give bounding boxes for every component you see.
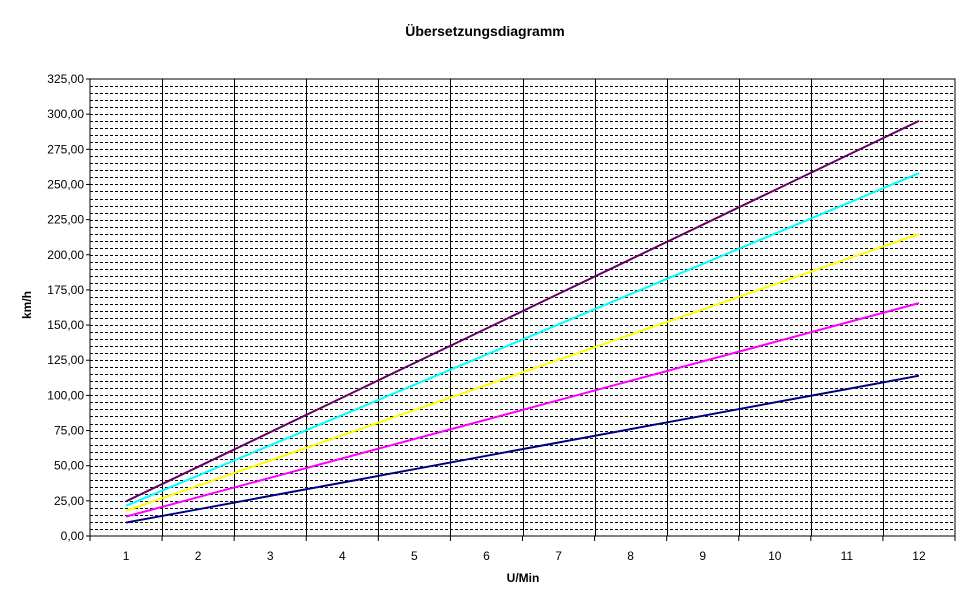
x-tick-label: 1 <box>123 549 130 563</box>
y-tick-label: 150,00 <box>47 318 84 332</box>
x-tick-label: 5 <box>411 549 418 563</box>
series-lines <box>125 119 920 524</box>
series-line-1 <box>125 119 920 503</box>
series-line-3 <box>125 233 920 512</box>
y-axis-ticks: 0,00 25,00 50,00 75,00 100,00 125,00 150,00 175… <box>47 72 90 543</box>
y-tick-label: 300,00 <box>47 107 84 121</box>
chart-title: Übersetzungsdiagramm <box>405 23 564 39</box>
x-tick-label: 6 <box>483 549 490 563</box>
y-tick-label: 0,00 <box>61 529 85 543</box>
vertical-gridlines <box>162 79 884 536</box>
x-tick-label: 8 <box>627 549 634 563</box>
series-line-2 <box>125 172 920 507</box>
y-tick-label: 75,00 <box>54 424 84 438</box>
series-line-4 <box>125 302 920 518</box>
x-tick-label: 7 <box>555 549 562 563</box>
x-tick-label: 10 <box>768 549 782 563</box>
y-tick-label: 175,00 <box>47 283 84 297</box>
x-tick-label: 4 <box>339 549 346 563</box>
x-tick-label: 11 <box>841 549 854 563</box>
series-line-5 <box>125 374 920 524</box>
y-tick-label: 100,00 <box>47 388 84 402</box>
x-axis-ticks: 1 2 3 4 5 6 7 8 9 10 11 12 <box>89 536 956 563</box>
y-tick-label: 225,00 <box>47 213 84 227</box>
y-tick-label: 50,00 <box>54 459 84 473</box>
y-tick-label: 125,00 <box>47 353 84 367</box>
y-axis-label: km/h <box>20 291 34 319</box>
x-tick-label: 12 <box>912 549 926 563</box>
x-tick-label: 2 <box>195 549 202 563</box>
x-tick-label: 9 <box>699 549 706 563</box>
y-tick-label: 325,00 <box>47 72 84 86</box>
x-axis-label: U/Min <box>507 571 540 585</box>
y-tick-label: 25,00 <box>54 494 84 508</box>
y-tick-label: 275,00 <box>47 142 84 156</box>
y-tick-label: 200,00 <box>47 248 84 262</box>
x-tick-label: 3 <box>267 549 274 563</box>
y-tick-label: 250,00 <box>47 177 84 191</box>
horizontal-gridlines <box>90 86 955 530</box>
